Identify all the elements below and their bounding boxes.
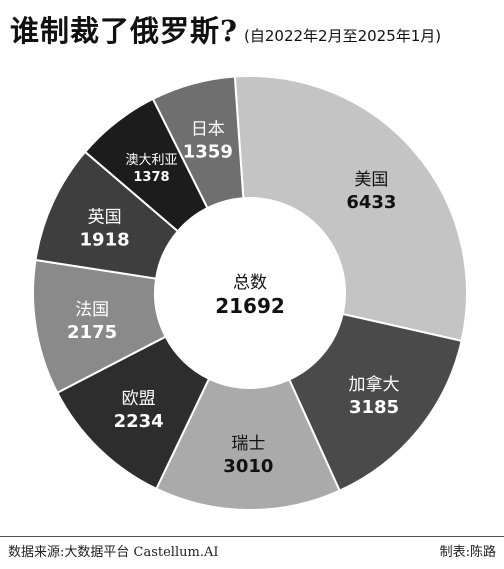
center-total-value: 21692 bbox=[215, 294, 285, 318]
slice-label-0: 美国 bbox=[354, 170, 388, 190]
donut-chart: 美国 6433 加拿大 3185 瑞士 3010 欧盟 2234 法国 2175 英国 1918 澳大利… bbox=[0, 60, 504, 530]
chart-title: 谁制裁了俄罗斯? bbox=[10, 14, 238, 48]
slice-value-4: 2175 bbox=[67, 322, 117, 343]
chart-subtitle: (自2022年2月至2025年1月) bbox=[244, 27, 442, 45]
slice-value-3: 2234 bbox=[114, 411, 164, 432]
slice-label-6: 澳大利亚 bbox=[125, 152, 177, 168]
data-source: 数据来源:大数据平台 Castellum.AI bbox=[8, 545, 219, 560]
slice-value-6: 1378 bbox=[133, 170, 169, 185]
slice-label-3: 欧盟 bbox=[122, 389, 156, 409]
chart-credit: 制表:陈路 bbox=[439, 545, 496, 560]
slice-value-1: 3185 bbox=[349, 397, 399, 418]
slice-value-5: 1918 bbox=[80, 229, 130, 250]
slice-label-2: 瑞士 bbox=[231, 434, 265, 454]
slice-7 bbox=[151, 75, 245, 210]
footer-divider bbox=[0, 536, 504, 537]
slice-label-1: 加拿大 bbox=[349, 374, 400, 395]
slice-label-4: 法国 bbox=[75, 300, 109, 320]
slice-group bbox=[32, 75, 468, 511]
title-row: 谁制裁了俄罗斯? (自2022年2月至2025年1月) bbox=[10, 8, 500, 54]
donut-hole bbox=[155, 198, 345, 388]
slice-value-2: 3010 bbox=[223, 456, 273, 477]
slice-label-7: 日本 bbox=[191, 120, 225, 140]
slice-label-5: 英国 bbox=[88, 207, 122, 227]
slice-value-7: 1359 bbox=[183, 142, 233, 163]
center-label: 总数 bbox=[233, 273, 267, 293]
slice-value-0: 6433 bbox=[346, 192, 396, 213]
footer: 数据来源:大数据平台 Castellum.AI 制表:陈路 bbox=[8, 541, 496, 563]
